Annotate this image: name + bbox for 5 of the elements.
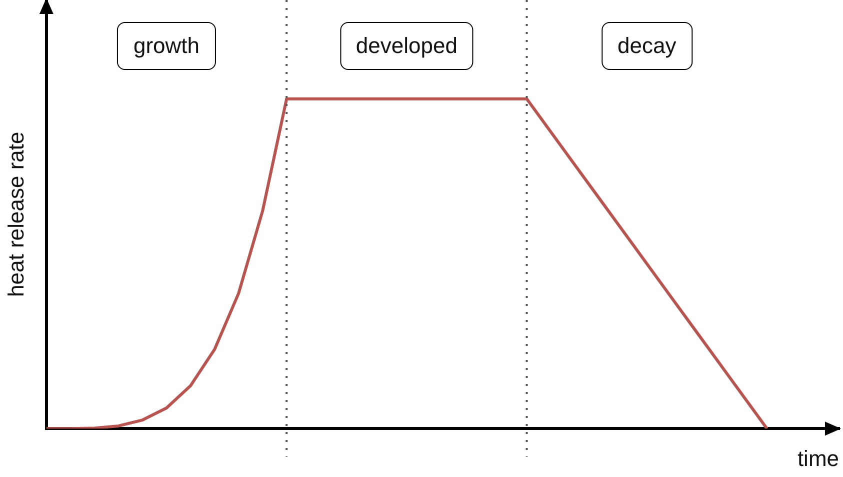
- text: decay: [601, 22, 692, 70]
- text: developed: [340, 22, 474, 70]
- y-axis-title: heat release rate: [3, 132, 28, 297]
- text: growth: [117, 22, 216, 70]
- x-axis-title: time: [797, 446, 839, 471]
